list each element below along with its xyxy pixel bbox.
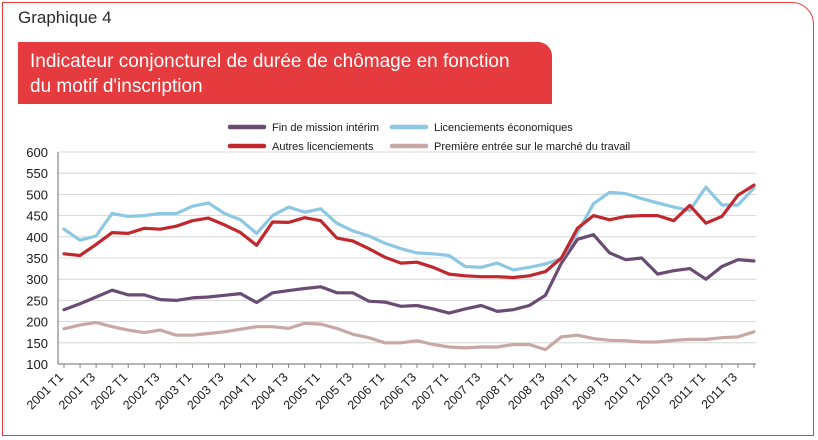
chart-title-line1: Indicateur conjoncturel de durée de chôm… <box>30 51 510 72</box>
legend-label: Fin de mission intérim <box>272 122 379 134</box>
y-tick-label: 150 <box>26 336 48 351</box>
title-banner: Indicateur conjoncturel de durée de chôm… <box>18 42 552 104</box>
y-tick-label: 350 <box>26 251 48 266</box>
y-tick-label: 250 <box>26 293 48 308</box>
series-line-licenciements-eco <box>62 185 756 272</box>
y-tick-label: 400 <box>26 230 48 245</box>
y-tick-label: 500 <box>26 187 48 202</box>
y-tick-label: 300 <box>26 272 48 287</box>
legend-label: Première entrée sur le marché du travail <box>434 141 630 153</box>
y-tick-label: 100 <box>26 357 48 372</box>
y-tick-label: 550 <box>26 166 48 181</box>
y-axis: 100 150 200 250 300 350 400 450 500 550 600 <box>26 145 48 372</box>
y-tick-label: 200 <box>26 315 48 330</box>
graph-label: Graphique 4 <box>18 8 112 27</box>
figure-frame <box>2 2 814 436</box>
series-line-premiere-entree <box>62 320 756 352</box>
series-lines <box>62 183 756 352</box>
legend-label: Autres licenciements <box>272 141 374 153</box>
series-line-fin-mission <box>62 233 756 315</box>
y-tick-label: 600 <box>26 145 48 160</box>
chart-title-line2: du motif d'inscription <box>30 76 203 97</box>
y-tick-label: 450 <box>26 209 48 224</box>
x-tick-label: 2011 T3 <box>699 370 741 412</box>
legend-label: Licenciements économiques <box>434 122 573 134</box>
legend: Fin de mission intérim Licenciements écon… <box>227 122 630 153</box>
series-line-autres-licenciements <box>62 183 756 280</box>
